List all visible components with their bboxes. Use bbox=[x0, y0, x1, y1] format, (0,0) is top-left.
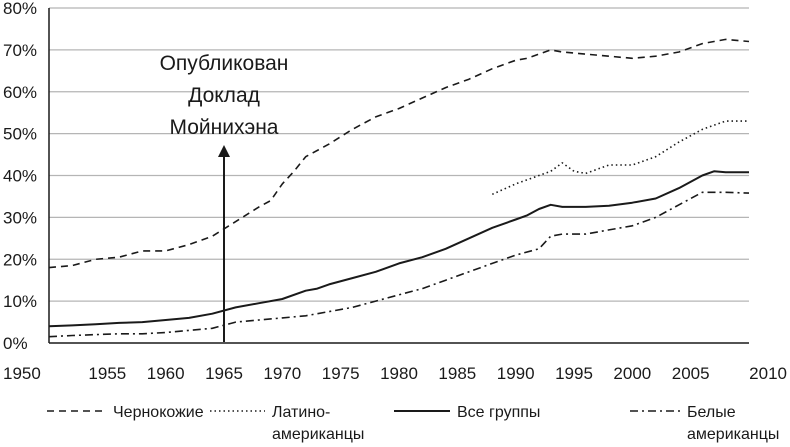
annotation-line-1: Опубликован bbox=[160, 52, 289, 75]
annotation: Опубликован Доклад Мойнихэна bbox=[160, 52, 289, 342]
x-tick-label: 1950 bbox=[3, 364, 41, 383]
annotation-line-2: Доклад bbox=[188, 84, 260, 107]
x-tick-label: 1970 bbox=[263, 364, 301, 383]
legend-label-2: американцы bbox=[272, 426, 364, 443]
legend-label-2: Латино- bbox=[272, 404, 330, 421]
series-lines bbox=[48, 38, 750, 338]
y-tick-label: 70% bbox=[3, 41, 37, 60]
x-tick-label: 2000 bbox=[613, 364, 651, 383]
legend-label-4: Белые bbox=[687, 404, 736, 421]
x-tick-label: 2005 bbox=[672, 364, 710, 383]
x-axis-labels: 1950 1955 1960 1965 1970 1975 1980 1985 1990 1995… bbox=[3, 364, 787, 383]
y-tick-label: 0% bbox=[3, 334, 28, 353]
x-tick-label: 1975 bbox=[322, 364, 360, 383]
y-tick-label: 50% bbox=[3, 125, 37, 144]
legend: Чернокожие Латино-американцы Все группы Бел… bbox=[47, 404, 779, 443]
legend-label-1: Чернокожие bbox=[113, 404, 204, 421]
y-tick-label: 20% bbox=[3, 250, 37, 269]
x-tick-label: 1995 bbox=[555, 364, 593, 383]
annotation-line-3: Мойнихэна bbox=[170, 116, 279, 139]
x-tick-label: 1955 bbox=[88, 364, 126, 383]
y-tick-label: 30% bbox=[3, 208, 37, 227]
y-axis-labels: 0% 10% 20% 30% 40% 50% 60% 70% 80% bbox=[3, 0, 37, 353]
x-tick-label: 1980 bbox=[380, 364, 418, 383]
y-tick-label: 80% bbox=[3, 0, 37, 18]
x-tick-label: 1990 bbox=[497, 364, 535, 383]
y-tick-label: 60% bbox=[3, 83, 37, 102]
series-line-2 bbox=[491, 120, 749, 196]
series-line-1 bbox=[48, 38, 750, 269]
x-tick-label: 1965 bbox=[205, 364, 243, 383]
y-tick-label: 40% bbox=[3, 167, 37, 186]
annotation-arrow-head bbox=[218, 145, 230, 157]
legend-label-3: Все группы bbox=[457, 404, 540, 421]
x-tick-label: 1960 bbox=[147, 364, 185, 383]
series-line-4 bbox=[48, 191, 750, 338]
x-tick-label: 2010 bbox=[749, 364, 787, 383]
gridlines bbox=[48, 7, 749, 344]
x-tick-label: 1985 bbox=[438, 364, 476, 383]
legend-label-4: американцы bbox=[687, 426, 779, 443]
series-line-3 bbox=[48, 170, 749, 328]
y-tick-label: 10% bbox=[3, 292, 37, 311]
